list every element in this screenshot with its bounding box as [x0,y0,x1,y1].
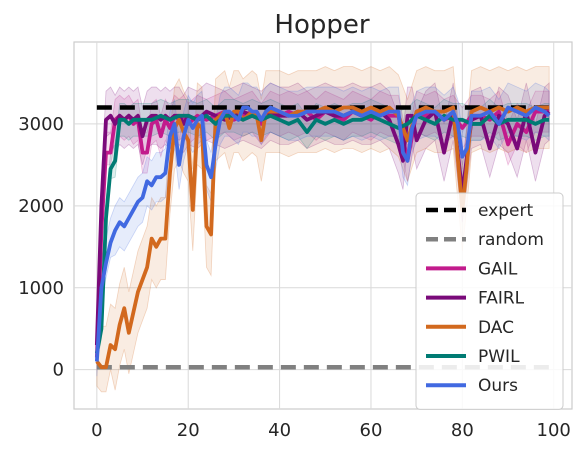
legend-label-gail: GAIL [478,259,518,279]
x-tick-label: 60 [360,420,383,441]
x-tick-label: 40 [268,420,291,441]
legend: expert random GAIL FAIRL DAC PWIL Ours [415,192,564,410]
y-tick-label: 0 [53,360,64,381]
x-tick-label: 0 [91,420,102,441]
ours-line [94,105,551,362]
legend-label-ours: Ours [478,376,518,396]
x-tick-label: 100 [537,420,571,441]
y-tick-label: 2000 [18,196,64,217]
legend-label-random: random [478,230,544,250]
y-tick-label: 1000 [18,278,64,299]
legend-label-fairl: FAIRL [478,289,525,309]
x-tick-label: 80 [451,420,474,441]
legend-label-pwil: PWIL [478,347,520,367]
legend-label-dac: DAC [478,318,514,338]
legend-label-expert: expert [478,201,533,221]
chart-title: Hopper [274,10,369,40]
y-tick-label: 3000 [18,114,64,135]
x-tick-label: 20 [177,420,200,441]
